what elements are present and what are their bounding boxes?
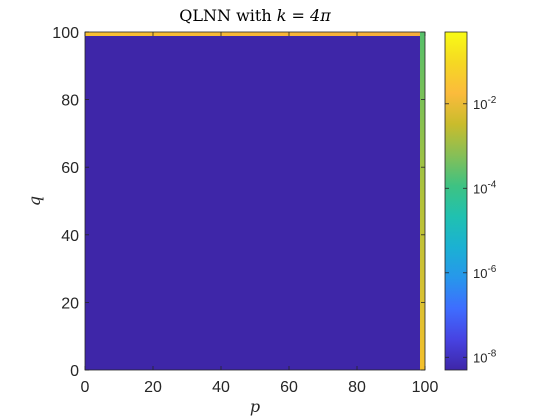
- x-tick-label: 100: [412, 379, 439, 396]
- axes: 0 20 40 60 80 100 0 20 40 60 80 100: [52, 25, 438, 396]
- y-tick-label: 100: [52, 25, 79, 42]
- y-tick-label: 40: [61, 228, 79, 245]
- y-tick-label: 80: [61, 93, 79, 110]
- colorbar-tick-label: 10-4: [473, 179, 497, 196]
- colorbar-bar: [444, 31, 468, 371]
- colorbar-tick-label: 10-6: [473, 264, 497, 281]
- y-tick-label: 60: [61, 160, 79, 177]
- y-tick-label: 0: [70, 363, 79, 380]
- colorbar: 10-8 10-6 10-4 10-2: [444, 31, 497, 371]
- chart-title: QLNN with k = 4π: [179, 6, 331, 25]
- x-axis-label: p: [250, 397, 260, 416]
- colorbar-tick-label: 10-8: [473, 348, 497, 365]
- x-tick-label: 60: [280, 379, 298, 396]
- x-tick-label: 0: [81, 379, 90, 396]
- y-axis-label: q: [25, 196, 44, 206]
- heatmap-background: [85, 32, 425, 370]
- y-tick-label: 20: [61, 295, 79, 312]
- x-tick-label: 80: [348, 379, 366, 396]
- x-tick-label: 40: [212, 379, 230, 396]
- colorbar-tick-label: 10-2: [473, 95, 497, 112]
- heatmap-plot: [85, 32, 425, 370]
- x-tick-label: 20: [144, 379, 162, 396]
- heatmap-right-edge: [420, 32, 425, 370]
- axes-box: [84, 31, 426, 371]
- heatmap-top-edge: [85, 32, 425, 36]
